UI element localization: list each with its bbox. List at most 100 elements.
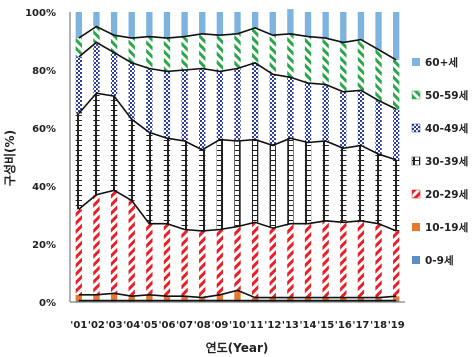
bar-segment-6-13 [304, 12, 312, 37]
bar-segment-1-16 [357, 297, 365, 301]
bar-segment-6-9 [234, 12, 241, 34]
bar-segment-5-18 [393, 59, 400, 110]
legend-label: 10-19세 [425, 221, 468, 234]
y-tick-labels: 0% 20% 40% 60% 80% 100% [25, 8, 56, 309]
bar-segment-1-1 [93, 294, 100, 301]
bar-segment-2-13 [304, 223, 312, 298]
bar-segment-1-0 [75, 294, 82, 301]
bar-segment-2-0 [75, 209, 82, 295]
bar-segment-2-6 [181, 229, 188, 297]
bar-segment-1-5 [163, 296, 171, 301]
legend-label: 0-9세 [425, 254, 454, 267]
bar-segment-4-5 [163, 71, 171, 139]
bar-segment-2-8 [216, 229, 224, 295]
axis-layer [69, 12, 405, 303]
bar-segment-3-1 [93, 93, 100, 195]
bar-segment-5-16 [357, 39, 365, 91]
bar-segment-1-17 [375, 297, 382, 301]
bar-segment-3-10 [251, 139, 259, 223]
bar-segment-1-4 [146, 294, 153, 301]
x-tick-label: '02 [88, 320, 105, 331]
x-tick-label: '05 [141, 320, 158, 331]
bar-segment-1-9 [234, 290, 241, 301]
bar-segment-6-15 [340, 12, 347, 43]
x-tick-label: '13 [282, 320, 299, 331]
bar-segment-2-2 [110, 190, 118, 294]
x-tick-label: '04 [123, 320, 140, 331]
bar-segment-3-12 [287, 138, 294, 224]
bar-segment-1-3 [128, 296, 135, 301]
legend-swatch [411, 90, 421, 100]
bar-segment-6-1 [93, 12, 100, 27]
bar-segment-2-18 [393, 230, 400, 297]
bar-segment-4-15 [340, 91, 347, 149]
bar-segment-6-3 [128, 12, 135, 39]
bar-segment-4-11 [269, 74, 276, 146]
x-tick-label: '11 [247, 320, 264, 331]
x-tick-label: '16 [335, 320, 352, 331]
bar-segment-3-7 [199, 149, 206, 231]
bar-segment-2-15 [340, 222, 347, 298]
boundary-line-1 [78, 289, 397, 299]
bar-segment-1-6 [181, 296, 188, 301]
bar-segment-2-1 [93, 194, 100, 295]
y-tick-label: 0% [39, 298, 56, 309]
x-tick-label: '17 [352, 320, 369, 331]
y-tick-label: 20% [32, 240, 56, 251]
bar-segment-2-17 [375, 223, 382, 298]
bar-segment-2-14 [322, 220, 329, 298]
bar-segment-5-14 [322, 38, 329, 85]
bar-segment-1-14 [322, 297, 329, 301]
bar-segment-6-4 [146, 12, 153, 37]
bar-segment-1-13 [304, 297, 312, 301]
bar-segment-5-6 [181, 36, 188, 70]
bar-segment-4-7 [199, 68, 206, 150]
bar-segment-4-13 [304, 83, 312, 143]
x-tick-label: '18 [370, 320, 387, 331]
bar-segment-4-6 [181, 70, 188, 142]
bar-segment-3-18 [393, 159, 400, 231]
bar-segment-1-10 [251, 297, 259, 301]
bar-segment-6-5 [163, 12, 171, 39]
legend-label: 20-29세 [425, 188, 468, 201]
bar-segment-2-11 [269, 228, 276, 298]
bar-segment-1-8 [216, 294, 224, 301]
bar-segment-5-2 [110, 35, 118, 53]
legend-swatch [411, 156, 421, 166]
legend-label: 40-49세 [425, 122, 468, 135]
bar-segment-5-10 [251, 27, 259, 63]
x-tick-label: '15 [317, 320, 334, 331]
bar-segment-4-4 [146, 68, 153, 133]
bar-segment-5-15 [340, 42, 347, 92]
legend-label: 60+세 [425, 56, 458, 69]
x-axis-title: 연도(Year) [206, 340, 269, 355]
bar-segment-6-7 [199, 12, 206, 34]
y-tick-label: 80% [32, 66, 56, 77]
bar-segment-6-6 [181, 12, 188, 37]
bar-segment-1-18 [393, 296, 400, 301]
legend-swatch [411, 189, 421, 199]
bar-segment-3-14 [322, 141, 329, 221]
bar-segment-1-15 [340, 297, 347, 301]
bar-segment-6-8 [216, 12, 224, 36]
bar-segment-6-12 [287, 9, 294, 34]
y-tick-label: 40% [32, 182, 56, 193]
bar-segment-6-17 [375, 12, 382, 50]
bar-segment-4-14 [322, 84, 329, 142]
bar-segment-6-16 [357, 12, 365, 40]
bar-segment-2-16 [357, 220, 365, 298]
bar-segment-5-12 [287, 33, 294, 78]
bar-segment-2-5 [163, 223, 171, 297]
bar-segment-3-17 [375, 154, 382, 224]
bar-segment-6-10 [251, 12, 259, 28]
bar-segment-3-6 [181, 141, 188, 230]
y-tick-label: 60% [32, 124, 56, 135]
bar-segment-3-0 [75, 113, 82, 210]
boundary-line-5 [78, 25, 397, 61]
bar-segment-5-17 [375, 49, 382, 101]
bar-segment-3-13 [304, 142, 312, 224]
boundary-line-2 [78, 189, 397, 232]
series-lines-layer [78, 25, 397, 302]
bar-segment-4-1 [93, 42, 100, 94]
bar-segment-4-9 [234, 68, 241, 142]
